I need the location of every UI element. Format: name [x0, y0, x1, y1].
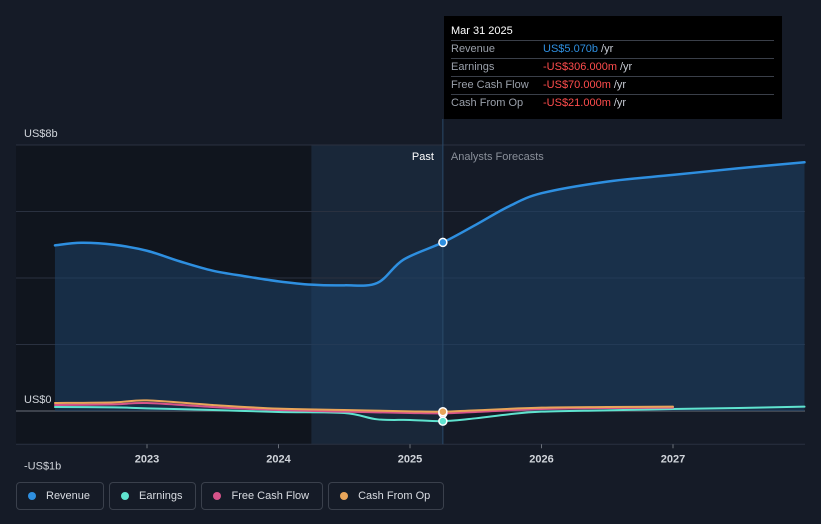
tooltip-value-unit: /yr — [613, 79, 627, 91]
y-axis-label: US$0 — [24, 394, 52, 406]
x-tick-label: 2026 — [529, 453, 553, 465]
tooltip-value-number: -US$21.000m — [543, 97, 611, 109]
y-axis-label: US$8b — [24, 128, 58, 140]
tooltip-value-number: -US$70.000m — [543, 79, 611, 91]
legend-item-revenue[interactable]: Revenue — [16, 482, 105, 510]
series-line-cash-from-op — [53, 399, 674, 413]
legend-label: Free Cash Flow — [231, 490, 310, 502]
marker-cash-from-op — [438, 406, 448, 417]
x-tick-label: 2023 — [135, 453, 159, 465]
marker-earnings — [438, 416, 448, 426]
legend-label: Revenue — [46, 490, 91, 502]
series-line-revenue — [53, 161, 806, 287]
tooltip-row-value: -US$70.000m/yr — [543, 77, 626, 94]
x-tick-label: 2024 — [266, 453, 291, 465]
tooltip-value-unit: /yr — [613, 97, 627, 109]
legend-dot-icon — [340, 492, 349, 500]
legend-label: Earnings — [139, 490, 183, 502]
legend-label: Cash From Op — [358, 490, 431, 502]
tooltip-row: Free Cash Flow -US$70.000m/yr — [451, 76, 774, 94]
marker-revenue — [438, 237, 448, 248]
legend: Revenue Earnings Free Cash Flow Cash From O… — [16, 482, 445, 510]
legend-dot-icon — [121, 492, 130, 500]
tooltip-row-label: Cash From Op — [451, 97, 524, 109]
tooltip-date: Mar 31 2025 — [451, 25, 513, 37]
tooltip-row-value: -US$306.000m/yr — [543, 59, 632, 76]
tooltip-row: Revenue US$5.070b/yr — [451, 40, 774, 58]
tooltip: Mar 31 2025 Revenue US$5.070b/yr Earnings -… — [444, 16, 782, 119]
tooltip-row: Cash From Op -US$21.000m/yr — [451, 94, 774, 112]
y-axis-label: -US$1b — [24, 460, 61, 472]
tooltip-row: Earnings -US$306.000m/yr — [451, 58, 774, 76]
forecast-label: Analysts Forecasts — [451, 151, 544, 163]
legend-dot-icon — [213, 492, 222, 500]
legend-item-free-cash-flow[interactable]: Free Cash Flow — [201, 482, 324, 510]
legend-item-earnings[interactable]: Earnings — [109, 482, 197, 510]
tooltip-value-number: -US$306.000m — [543, 61, 617, 73]
series-line-free-cash-flow — [53, 401, 674, 415]
tooltip-row-label: Free Cash Flow — [451, 79, 529, 91]
tooltip-row-label: Earnings — [451, 61, 495, 73]
tooltip-value-number: US$5.070b — [543, 43, 599, 55]
legend-item-cash-from-op[interactable]: Cash From Op — [328, 482, 445, 510]
tooltip-row-value: -US$21.000m/yr — [543, 95, 626, 112]
tooltip-row-label: Revenue — [451, 43, 496, 55]
tooltip-row-value: US$5.070b/yr — [543, 41, 613, 58]
chart: Past Analysts Forecasts US$8bUS$0-US$1b … — [16, 119, 806, 472]
past-label: Past — [412, 151, 434, 163]
revenue-area — [54, 162, 805, 411]
tooltip-value-unit: /yr — [620, 61, 633, 73]
series-line-earnings — [53, 405, 806, 423]
x-tick-label: 2027 — [661, 453, 685, 465]
x-tick-label: 2025 — [398, 453, 422, 465]
tooltip-value-unit: /yr — [601, 43, 614, 55]
legend-dot-icon — [28, 492, 36, 500]
